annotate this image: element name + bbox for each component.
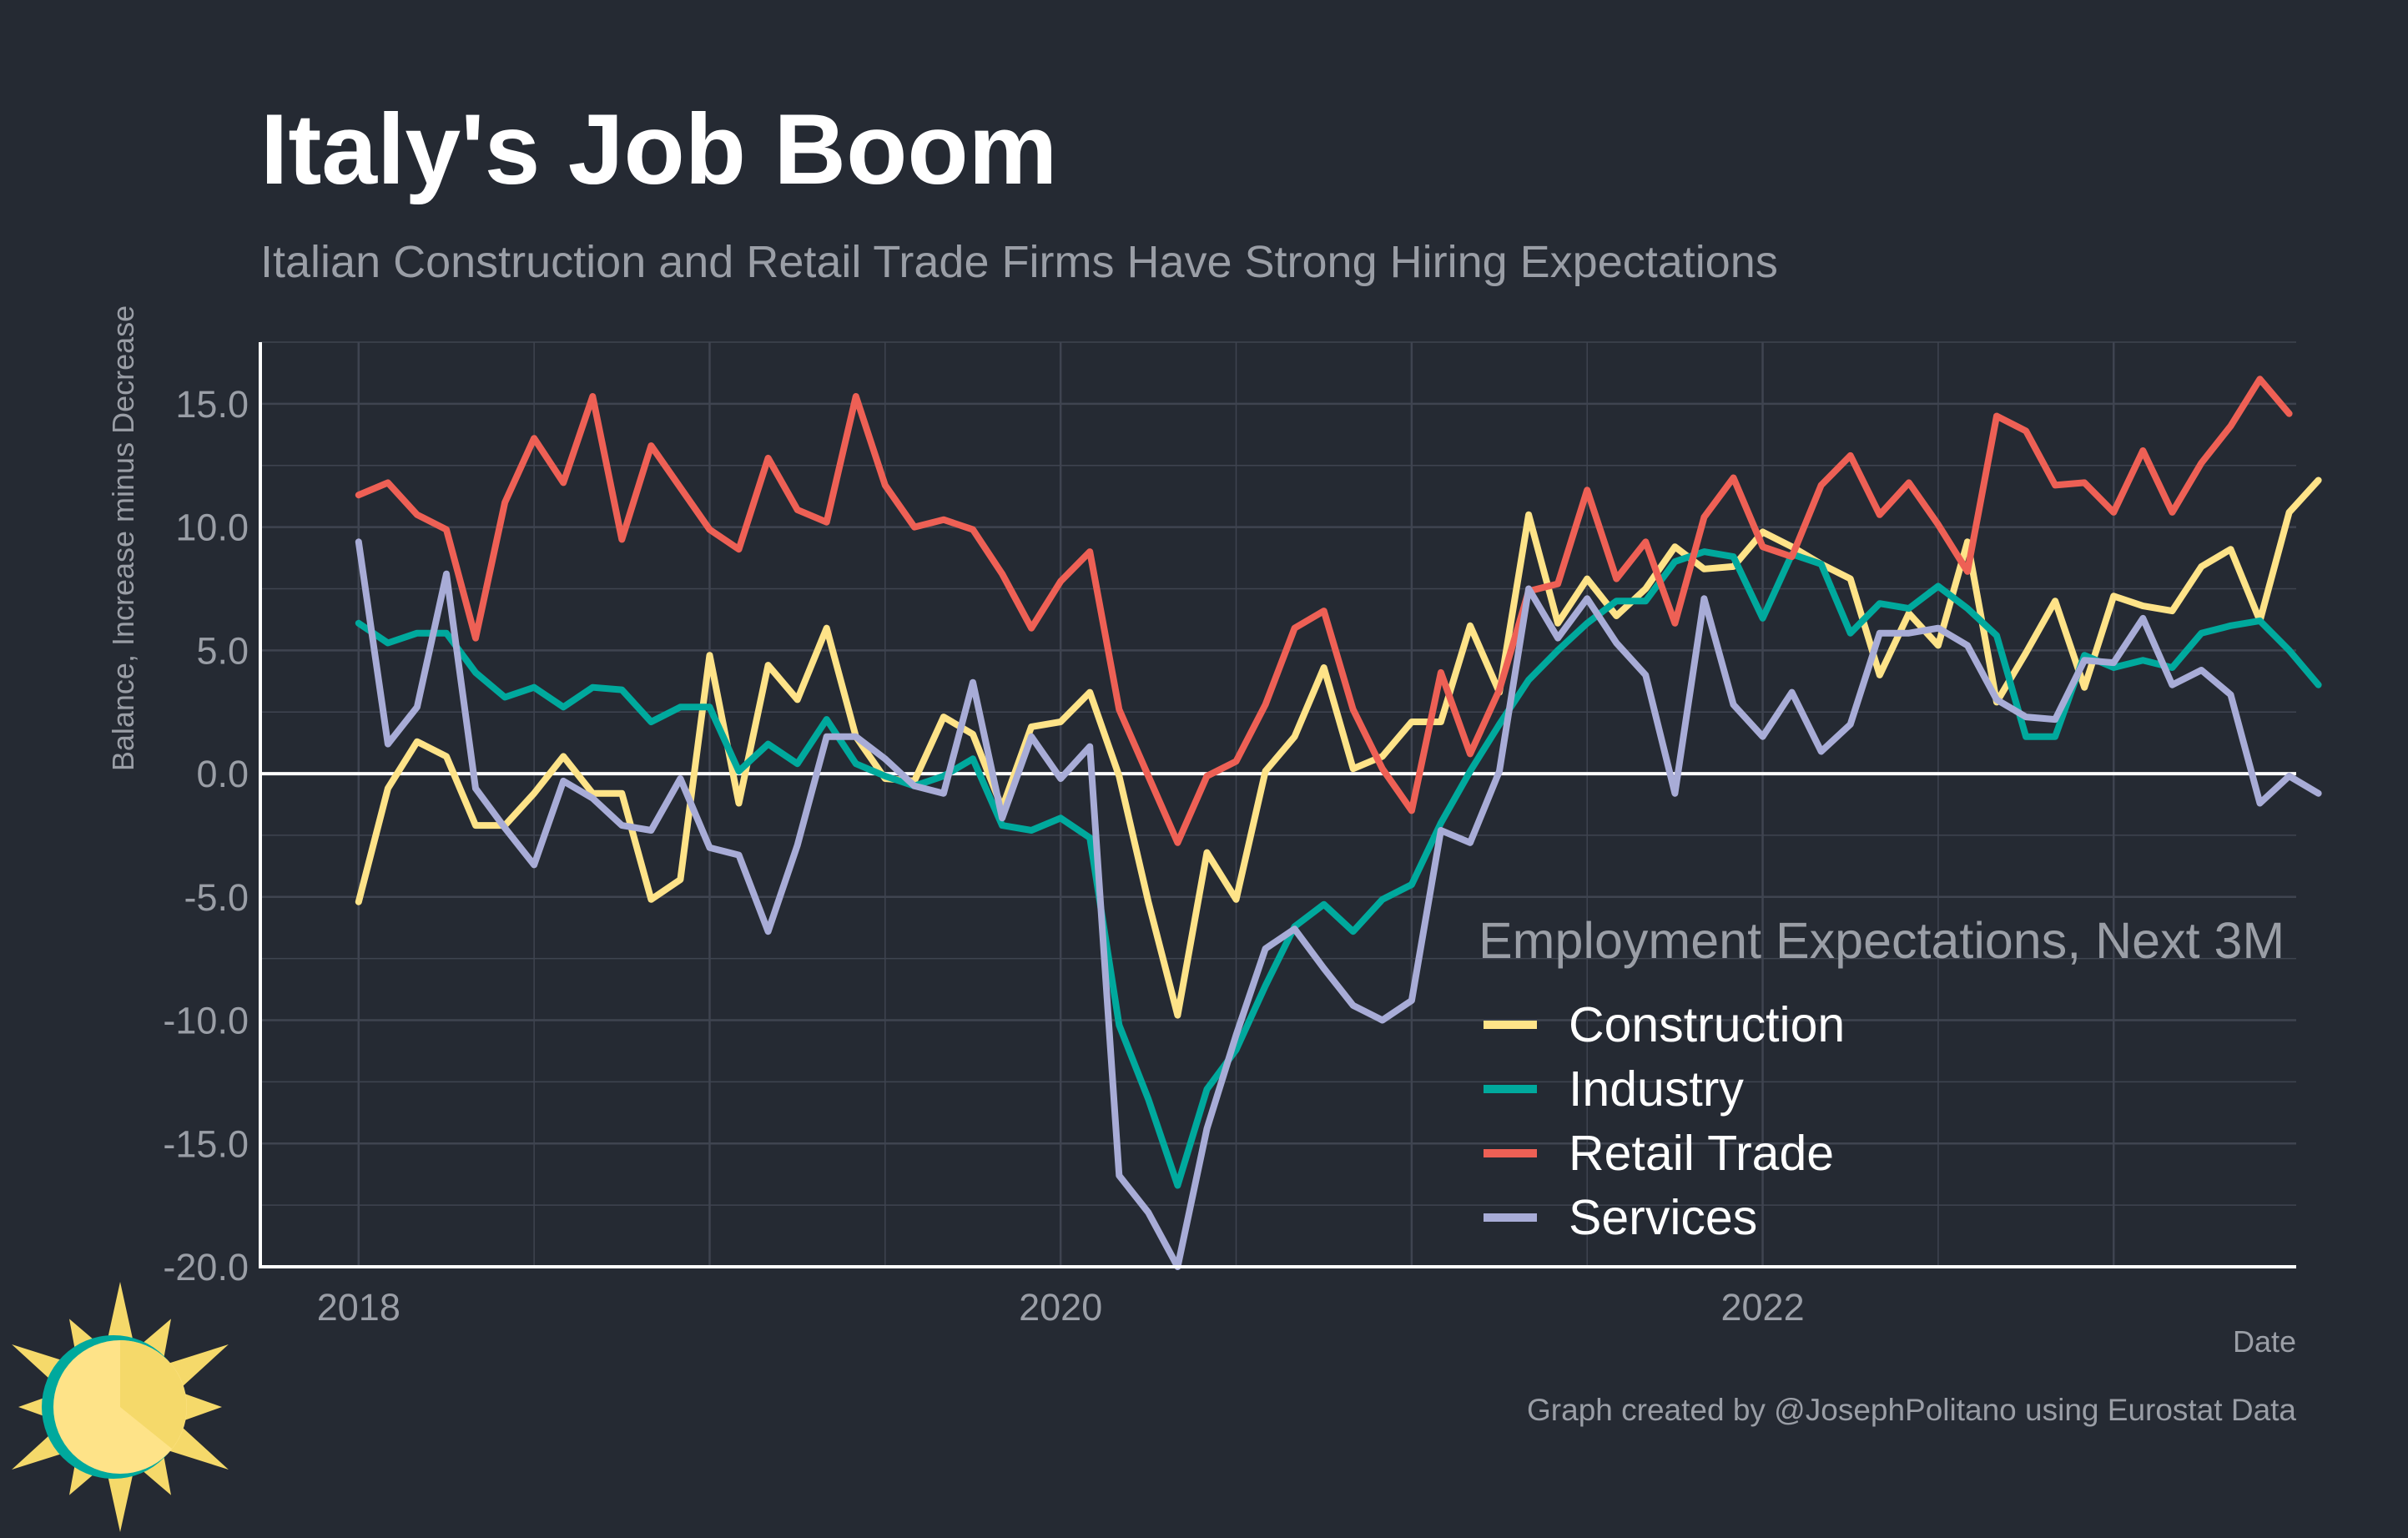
sun-ray [184, 1393, 222, 1421]
y-tick-label: 0.0 [196, 753, 249, 795]
y-axis-label: Balance, Increase minus Decrease [106, 305, 140, 771]
sun-ray [168, 1344, 229, 1387]
y-tick-label: -15.0 [163, 1122, 249, 1165]
axes [259, 342, 2296, 1268]
x-tick-label: 2022 [1720, 1286, 1804, 1329]
legend-label-retail-trade: Retail Trade [1569, 1126, 1834, 1181]
series-line-retail-trade [355, 376, 2293, 846]
y-tick-label: -20.0 [163, 1246, 249, 1288]
y-tick-label: -5.0 [184, 876, 249, 919]
y-tick-label: 10.0 [175, 507, 249, 549]
sun-logo-icon [12, 1282, 229, 1532]
chart-title: Italy's Job Boom [260, 93, 1057, 205]
y-tick-label: 15.0 [175, 383, 249, 426]
sun-ray [168, 1427, 229, 1470]
series-line-construction [355, 477, 2322, 1019]
x-tick-label: 2018 [317, 1286, 400, 1329]
series-lines [355, 376, 2322, 1270]
legend: Employment Expectations, Next 3M Constru… [1479, 912, 2285, 1245]
x-tick-label: 2020 [1019, 1286, 1102, 1329]
legend-label-construction: Construction [1569, 997, 1845, 1052]
y-tick-label: -10.0 [163, 1000, 249, 1042]
x-tick-labels: 2018 2020 2022 [317, 1286, 1805, 1329]
y-tick-labels: 15.0 10.0 5.0 0.0 -5.0 -10.0 -15.0 -20.0 [163, 383, 249, 1288]
sun-ray [106, 1282, 134, 1344]
legend-label-industry: Industry [1569, 1061, 1744, 1117]
series-line-services [355, 538, 2322, 1270]
x-axis-label: Date [2233, 1324, 2296, 1359]
sun-logo-shade [120, 1340, 187, 1449]
legend-label-services: Services [1569, 1190, 1757, 1245]
legend-title: Employment Expectations, Next 3M [1479, 912, 2285, 969]
caption: Graph created by @JosephPolitano using E… [1527, 1393, 2296, 1427]
y-tick-label: 5.0 [196, 629, 249, 672]
series-line-industry [355, 548, 2322, 1189]
sun-ray [106, 1470, 134, 1532]
chart-subtitle: Italian Construction and Retail Trade Fi… [260, 237, 1778, 287]
